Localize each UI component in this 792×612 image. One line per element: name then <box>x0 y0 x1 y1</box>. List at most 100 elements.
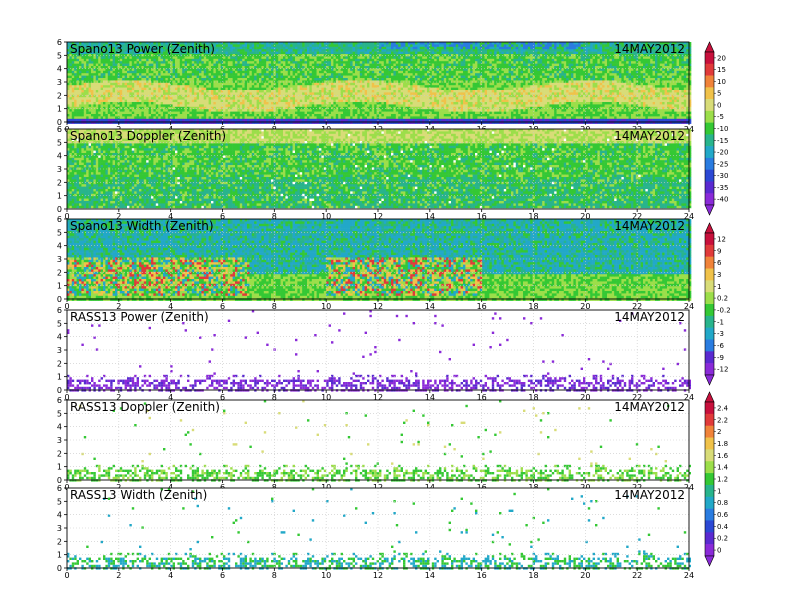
heatmap-cell <box>96 78 99 81</box>
heatmap-cell <box>105 83 108 86</box>
heatmap-cell <box>329 52 332 55</box>
heatmap-cell <box>127 66 130 69</box>
heatmap-cell <box>408 90 411 93</box>
heatmap-cell <box>206 64 209 67</box>
heatmap-cell <box>218 56 221 59</box>
heatmap-cell <box>285 112 288 115</box>
heatmap-cell <box>225 88 228 91</box>
heatmap-cell <box>77 92 80 95</box>
heatmap-cell <box>333 56 336 59</box>
heatmap-cell <box>288 64 291 67</box>
heatmap-cell <box>300 76 303 79</box>
heatmap-cell <box>396 119 399 122</box>
heatmap-cell <box>201 112 204 115</box>
heatmap-cell <box>389 109 392 112</box>
heatmap-cell <box>163 109 166 112</box>
heatmap-cell <box>336 114 339 117</box>
heatmap-cell <box>233 68 236 71</box>
heatmap-cell <box>417 104 420 107</box>
heatmap-cell <box>365 97 368 100</box>
heatmap-cell <box>283 112 286 115</box>
heatmap-cell <box>300 83 303 86</box>
heatmap-cell <box>113 85 116 88</box>
heatmap-cell <box>379 90 382 93</box>
heatmap-cell <box>362 61 365 64</box>
heatmap-cell <box>89 102 92 105</box>
heatmap-cell <box>161 71 164 74</box>
heatmap-cell <box>333 119 336 122</box>
heatmap-cell <box>254 61 257 64</box>
heatmap-cell <box>146 112 149 115</box>
heatmap-cell <box>89 59 92 62</box>
heatmap-cell <box>324 64 327 67</box>
heatmap-cell <box>372 114 375 117</box>
heatmap-cell <box>245 114 248 117</box>
heatmap-cell <box>91 97 94 100</box>
heatmap-cell <box>245 112 248 115</box>
heatmap-cell <box>185 95 188 98</box>
heatmap-cell <box>245 49 248 52</box>
heatmap-cell <box>146 76 149 79</box>
heatmap-cell <box>228 64 231 67</box>
heatmap-cell <box>413 59 416 62</box>
heatmap-cell <box>372 97 375 100</box>
heatmap-cell <box>271 107 274 110</box>
heatmap-cell <box>386 49 389 52</box>
heatmap-cell <box>365 66 368 69</box>
heatmap-cell <box>247 61 250 64</box>
heatmap-cell <box>372 102 375 105</box>
heatmap-cell <box>247 64 250 67</box>
heatmap-cell <box>115 102 118 105</box>
heatmap-cell <box>86 112 89 115</box>
heatmap-cell <box>266 107 269 110</box>
heatmap-cell <box>312 90 315 93</box>
heatmap-cell <box>391 83 394 86</box>
heatmap-cell <box>266 78 269 81</box>
heatmap-cell <box>353 61 356 64</box>
heatmap-cell <box>305 104 308 107</box>
heatmap-cell <box>108 114 111 117</box>
heatmap-cell <box>307 85 310 88</box>
heatmap-cell <box>381 44 384 47</box>
heatmap-cell <box>141 119 144 122</box>
heatmap-cell <box>245 73 248 76</box>
heatmap-cell <box>185 64 188 67</box>
heatmap-cell <box>86 59 89 62</box>
heatmap-cell <box>144 114 147 117</box>
heatmap-cell <box>77 71 80 74</box>
heatmap-cell <box>225 78 228 81</box>
heatmap-cell <box>84 107 87 110</box>
heatmap-cell <box>221 109 224 112</box>
heatmap-cell <box>204 119 207 122</box>
heatmap-cell <box>259 116 262 119</box>
heatmap-cell <box>79 88 82 91</box>
heatmap-cell <box>228 52 231 55</box>
heatmap-cell <box>321 49 324 52</box>
heatmap-cell <box>302 59 305 62</box>
heatmap-cell <box>384 90 387 93</box>
heatmap-cell <box>293 78 296 81</box>
heatmap-cell <box>197 76 200 79</box>
heatmap-cell <box>393 102 396 105</box>
heatmap-cell <box>384 76 387 79</box>
heatmap-cell <box>348 88 351 91</box>
heatmap-cell <box>357 102 360 105</box>
heatmap-cell <box>96 90 99 93</box>
heatmap-cell <box>204 100 207 103</box>
heatmap-cell <box>333 64 336 67</box>
heatmap-cell <box>300 47 303 50</box>
heatmap-cell <box>259 66 262 69</box>
heatmap-cell <box>225 73 228 76</box>
heatmap-cell <box>408 49 411 52</box>
heatmap-cell <box>221 100 224 103</box>
heatmap-cell <box>329 104 332 107</box>
heatmap-cell <box>326 100 329 103</box>
heatmap-cell <box>381 116 384 119</box>
heatmap-cell <box>307 78 310 81</box>
heatmap-cell <box>413 78 416 81</box>
heatmap-cell <box>108 78 111 81</box>
heatmap-cell <box>336 59 339 62</box>
heatmap-cell <box>132 56 135 59</box>
heatmap-cell <box>175 71 178 74</box>
heatmap-cell <box>84 116 87 119</box>
